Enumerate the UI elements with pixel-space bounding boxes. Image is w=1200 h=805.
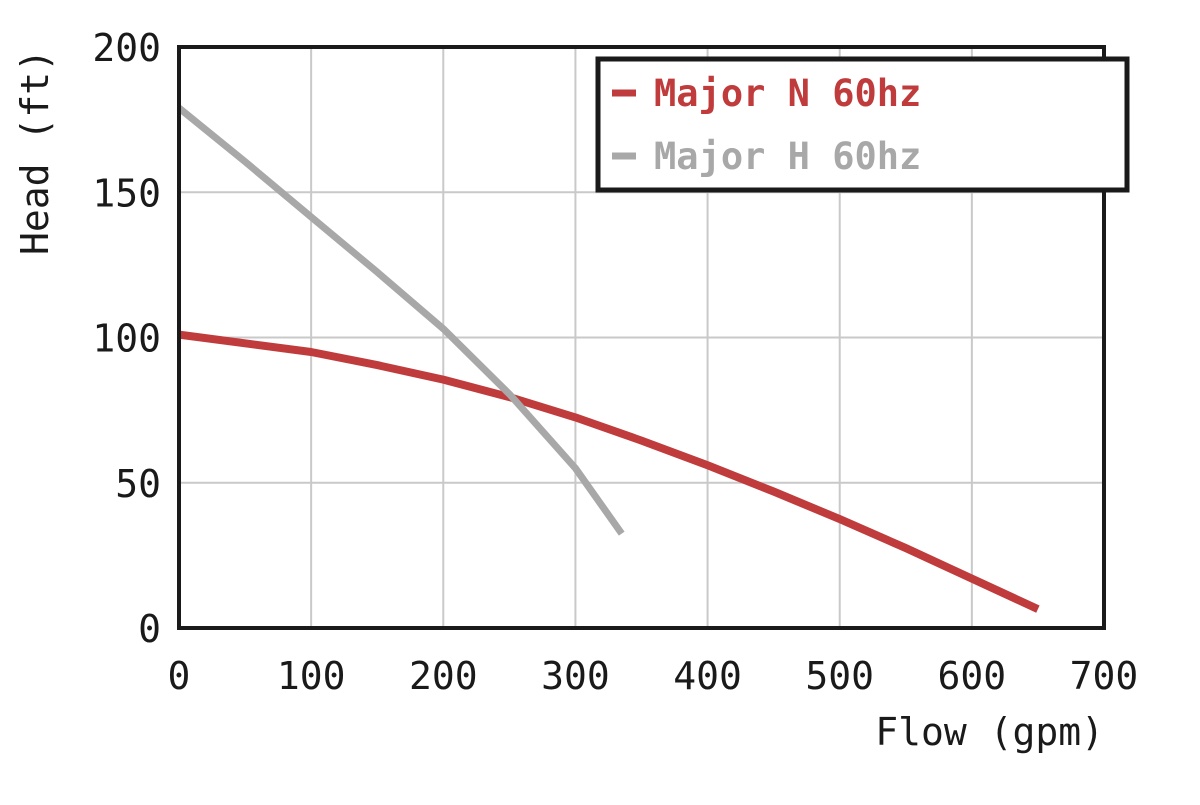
x-axis-tick-labels: 0 100 200 300 400 500 600 700 [168,654,1139,698]
legend-line-swatch-major-n [612,89,636,97]
y-tick-label: 150 [92,171,161,215]
plot-border [177,45,1106,630]
x-tick-label: 300 [541,654,610,698]
y-tick-label: 200 [92,26,161,70]
legend-entry-major-n: Major N 60hz [612,72,921,115]
y-tick-label: 0 [138,607,161,651]
y-tick-label: 50 [115,462,161,506]
data-series [176,105,1040,613]
x-tick-label: 100 [277,654,346,698]
legend: Major N 60hz Major H 60hz [595,56,1130,193]
x-tick-label: 700 [1070,654,1139,698]
series-curve-major-n-60hz [178,330,1040,613]
x-tick-label: 400 [673,654,742,698]
y-tick-label: 100 [92,317,161,361]
legend-box [595,56,1130,193]
series-curve-major-h-60hz [176,105,625,536]
legend-entry-major-h: Major H 60hz [612,135,921,178]
legend-label-major-n: Major N 60hz [654,72,921,115]
x-tick-label: 0 [168,654,191,698]
legend-line-swatch-major-h [612,152,636,160]
x-axis-title: Flow (gpm) [875,710,1104,754]
x-tick-label: 500 [805,654,874,698]
y-axis-tick-labels: 0 50 100 150 200 [92,26,161,651]
legend-label-major-h: Major H 60hz [654,135,921,178]
x-tick-label: 200 [409,654,478,698]
x-tick-label: 600 [938,654,1007,698]
y-axis-title: Head (ft) [13,49,57,255]
